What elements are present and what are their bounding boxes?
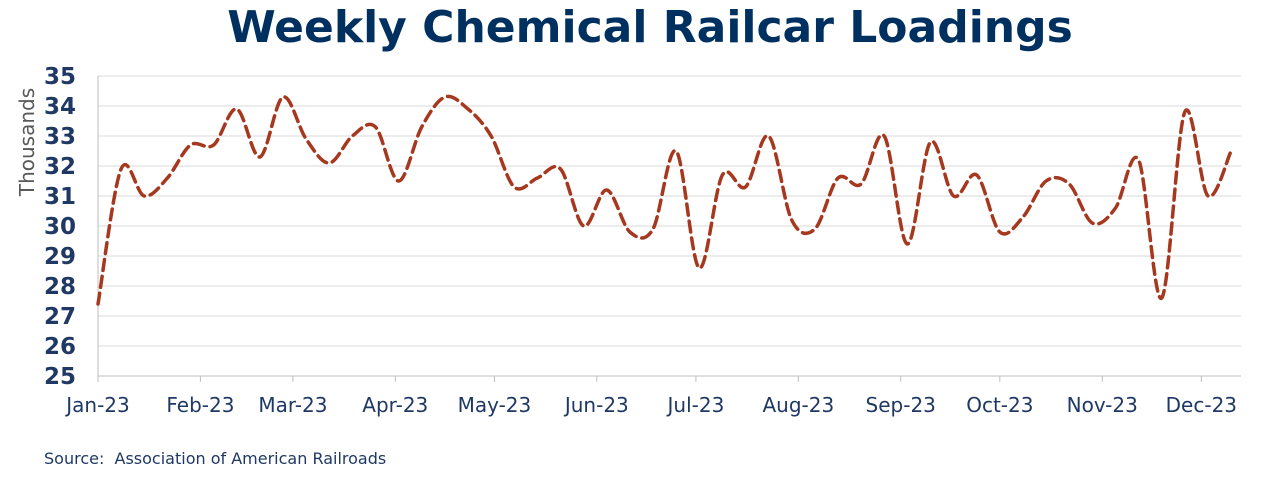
chart-title: Weekly Chemical Railcar Loadings <box>227 2 1073 53</box>
source-label: Source: <box>44 449 105 468</box>
y-tick-label: 25 <box>44 364 76 390</box>
y-tick-label: 27 <box>44 304 76 330</box>
axes <box>97 76 1241 377</box>
series-layer <box>96 94 1233 306</box>
y-tick-label: 31 <box>44 184 76 210</box>
y-tick-labels: 25 26 27 28 29 30 31 32 33 34 35 <box>44 64 76 390</box>
y-tick-label: 33 <box>44 124 76 150</box>
y-tick-label: 30 <box>44 214 76 240</box>
x-tick-label: May-23 <box>458 393 532 417</box>
gridlines <box>98 75 1241 347</box>
y-tick-label: 28 <box>44 274 76 300</box>
x-tick-label: Mar-23 <box>258 393 327 417</box>
x-tick-labels: Jan-23 Feb-23 Mar-23 Apr-23 May-23 Jun-23 Jul-… <box>64 376 1237 417</box>
x-tick-label: Jul-23 <box>666 393 725 417</box>
x-tick-label: Dec-23 <box>1166 393 1237 417</box>
source-text: Association of American Railroads <box>114 449 387 468</box>
x-tick-label: Aug-23 <box>762 393 834 417</box>
x-tick-label: Nov-23 <box>1067 393 1138 417</box>
y-tick-label: 34 <box>44 94 76 120</box>
y-tick-label: 29 <box>44 244 76 270</box>
y-tick-label: 32 <box>44 154 76 180</box>
x-tick-label: Jun-23 <box>563 393 629 417</box>
x-tick-label: Sep-23 <box>866 393 936 417</box>
series-line <box>96 94 1233 306</box>
x-tick-label: Jan-23 <box>64 393 130 417</box>
x-tick-label: Apr-23 <box>362 393 428 417</box>
x-tick-label: Feb-23 <box>166 393 234 417</box>
y-tick-label: 26 <box>44 334 76 360</box>
y-tick-label: 35 <box>44 64 76 90</box>
y-axis-label: Thousands <box>15 88 39 197</box>
source-note: Source: Association of American Railroad… <box>44 449 386 468</box>
x-tick-label: Oct-23 <box>966 393 1033 417</box>
